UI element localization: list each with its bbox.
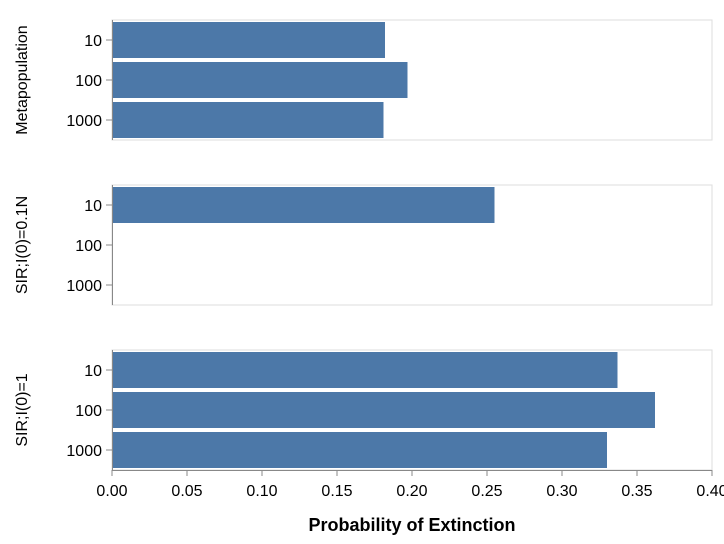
x-tick-label: 0.10: [246, 483, 277, 500]
bar-100: [112, 392, 655, 428]
bar-1000: [112, 102, 384, 138]
facet-label: SIR;I(0)=0.1N: [14, 196, 31, 294]
y-tick-label: 10: [84, 198, 102, 215]
bar-10: [112, 187, 495, 223]
x-tick-label: 0.05: [171, 483, 202, 500]
bar-10: [112, 22, 385, 58]
y-tick-label: 100: [75, 73, 102, 90]
y-tick-label: 10: [84, 33, 102, 50]
bar-100: [112, 62, 408, 98]
y-tick-label: 1000: [66, 113, 102, 130]
y-tick-label: 1000: [66, 443, 102, 460]
facet-label: SIR;I(0)=1: [14, 373, 31, 446]
x-tick-label: 0.00: [96, 483, 127, 500]
x-tick-label: 0.25: [471, 483, 502, 500]
x-tick-label: 0.35: [621, 483, 652, 500]
facet-1: 10 100 1000 SIR;I(0)=0.1N: [14, 184, 713, 306]
facets: 10 100 1000 Metapopulation 10 100 1000 SIR;I(0)…: [14, 19, 713, 471]
facet-label: Metapopulation: [14, 25, 31, 134]
x-axis-title: Probability of Extinction: [308, 515, 515, 535]
bar-10: [112, 352, 618, 388]
facet-0: 10 100 1000 Metapopulation: [14, 19, 713, 141]
facet-2: 10 100 1000 SIR;I(0)=1: [14, 349, 713, 471]
y-tick-label: 100: [75, 403, 102, 420]
x-tick-label: 0.20: [396, 483, 427, 500]
x-tick-label: 0.40: [696, 483, 724, 500]
x-axis: 0.00 0.05 0.10 0.15 0.20 0.25 0.30 0.35 0.40: [96, 470, 724, 500]
y-tick-label: 1000: [66, 278, 102, 295]
x-tick-label: 0.30: [546, 483, 577, 500]
y-tick-label: 10: [84, 363, 102, 380]
bar-1000: [112, 432, 607, 468]
y-tick-label: 100: [75, 238, 102, 255]
x-tick-label: 0.15: [321, 483, 352, 500]
